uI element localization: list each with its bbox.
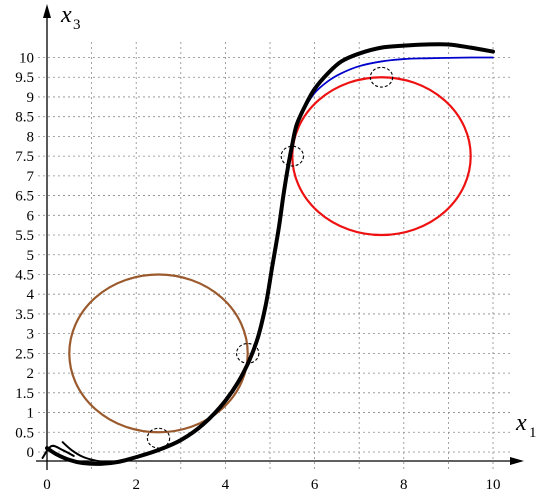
y-tick-label: 2.5 (15, 346, 34, 362)
y-tick-label: 6 (27, 208, 35, 224)
y-tick-label: 0.5 (15, 425, 34, 441)
trajectory-line (291, 56, 494, 146)
y-tick-label: 8.5 (15, 110, 34, 126)
y-tick-label: 3 (27, 327, 35, 343)
trajectory-line (61, 441, 111, 464)
x-tick-label: 4 (222, 477, 230, 493)
y-tick-label: 9.5 (15, 70, 34, 86)
y-tick-label: 1.5 (15, 386, 34, 402)
chart-axes (36, 4, 524, 470)
y-tick-label: 4 (27, 287, 35, 303)
contact-marker-circle (369, 66, 394, 88)
y-tick-label: 9 (27, 90, 35, 106)
x-tick-label: 2 (132, 477, 140, 493)
y-axis-arrow (43, 4, 51, 18)
y-tick-label: 8 (27, 129, 35, 145)
x-tick-label: 8 (400, 477, 408, 493)
y-tick-label: 10 (19, 51, 34, 67)
y-tick-label: 7.5 (15, 149, 34, 165)
axis-title-x: x 1 (515, 410, 537, 441)
y-axis-variable: x (60, 2, 72, 28)
chart-tick-labels: 0 0.5 1 1.5 2 2.5 3 3.5 4 4.5 5 5.5 6 6.5 7 7.5 8 8.5 9 9.5… (15, 51, 500, 494)
chart-marks (41, 42, 495, 466)
trajectory-line (41, 444, 75, 459)
y-axis-subscript: 3 (73, 17, 81, 33)
obstacle-circle (291, 76, 472, 237)
y-tick-label: 6.5 (15, 189, 34, 205)
x-tick-label: 10 (486, 477, 501, 493)
y-tick-label: 5 (27, 248, 35, 264)
y-tick-label: 4.5 (15, 267, 34, 283)
axis-title-y: x 3 (60, 2, 81, 33)
x-axis-variable: x (515, 410, 527, 436)
y-tick-label: 7 (27, 169, 35, 185)
x-axis-subscript: 1 (529, 425, 537, 441)
y-tick-label: 2 (27, 366, 35, 382)
y-tick-label: 5.5 (15, 228, 34, 244)
y-tick-label: 0 (27, 445, 35, 461)
contact-marker-circle (280, 145, 304, 167)
y-tick-label: 3.5 (15, 307, 34, 323)
x-tick-label: 6 (311, 477, 319, 493)
x-tick-label: 0 (43, 477, 51, 493)
x-axis-arrow (510, 457, 524, 465)
trajectory-line (45, 42, 495, 466)
y-tick-label: 1 (27, 406, 35, 422)
obstacle-circle (68, 273, 249, 434)
